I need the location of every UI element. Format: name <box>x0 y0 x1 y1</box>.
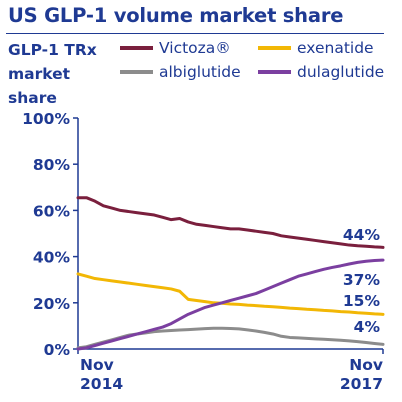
y-axis-title-line: share <box>8 89 57 107</box>
series-line-dulaglutide <box>76 258 385 351</box>
x-tick-label-month: Nov <box>80 356 114 374</box>
chart-labels: 0%20%40%60%80%100%Nov2014Nov201744%15%4%… <box>22 110 383 393</box>
y-tick-label: 20% <box>33 295 71 313</box>
end-value-label: 4% <box>354 318 381 336</box>
legend-swatch <box>120 70 153 74</box>
legend-swatch <box>258 46 291 50</box>
y-tick-label: 100% <box>22 110 70 128</box>
chart-axes <box>73 117 384 354</box>
legend-label: dulaglutide <box>297 63 385 81</box>
y-tick-label: 40% <box>33 249 71 267</box>
title-divider <box>6 33 384 34</box>
y-tick-label: 80% <box>33 156 71 174</box>
legend-label: exenatide <box>297 39 374 57</box>
y-tick-label: 60% <box>33 202 71 220</box>
y-axis-title: GLP-1 TRx market share <box>8 38 97 110</box>
y-axis-title-line: GLP-1 TRx <box>8 41 97 59</box>
x-tick-label-year: 2014 <box>80 375 123 393</box>
legend-swatch <box>258 70 291 74</box>
end-value-label: 37% <box>343 271 381 289</box>
legend-item-exenatide: exenatide <box>258 37 374 59</box>
end-value-label: 44% <box>343 226 381 244</box>
end-value-label: 15% <box>343 292 381 310</box>
chart-series-lines <box>76 196 385 351</box>
y-tick-label: 0% <box>44 341 71 359</box>
x-tick-label-year: 2017 <box>340 375 383 393</box>
legend-item-dulaglutide: dulaglutide <box>258 61 384 83</box>
x-tick-label-month: Nov <box>349 356 383 374</box>
series-line-victoza <box>76 196 385 249</box>
y-axis-title-line: market <box>8 65 71 83</box>
series-line-exenatide <box>76 272 385 316</box>
chart-title: US GLP-1 volume market share <box>8 4 344 27</box>
legend-item-albiglutide: albiglutide <box>120 61 241 83</box>
legend-swatch <box>120 46 153 50</box>
legend-item-victoza: Victoza® <box>120 37 231 59</box>
legend-label: albiglutide <box>159 63 241 81</box>
legend-label: Victoza® <box>159 39 231 57</box>
